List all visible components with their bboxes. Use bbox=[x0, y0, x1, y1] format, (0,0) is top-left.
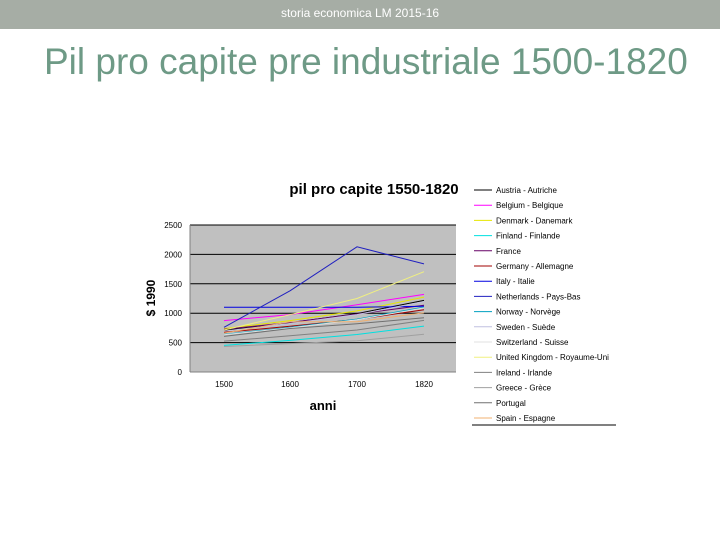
slide-title: Pil pro capite pre industriale 1500-1820 bbox=[44, 41, 688, 82]
series-line bbox=[223, 293, 425, 322]
y-tick-label: 0 bbox=[178, 368, 183, 377]
legend-entry: Switzerland - Suisse bbox=[496, 338, 569, 347]
series-line bbox=[223, 319, 425, 342]
legend-entry: Austria - Autriche bbox=[496, 186, 557, 195]
chart-title: pil pro capite 1550-1820 bbox=[289, 181, 458, 198]
header-text: storia economica LM 2015-16 bbox=[280, 6, 440, 20]
header-bar: storia economica LM 2015-16 bbox=[0, 0, 720, 29]
series-line bbox=[223, 246, 425, 328]
series-line bbox=[223, 317, 425, 337]
legend-entry: Belgium - Belgique bbox=[496, 201, 564, 210]
y-tick-label: 1500 bbox=[164, 280, 182, 289]
legend-entry: Germany - Allemagne bbox=[496, 262, 574, 271]
y-axis-label: $ 1990 bbox=[144, 279, 158, 316]
series-line bbox=[223, 304, 425, 330]
legend-entry: Netherlands - Pays-Bas bbox=[496, 292, 580, 301]
legend-entry: Ireland - Irlande bbox=[496, 368, 553, 377]
series-line bbox=[223, 296, 425, 330]
y-tick-label: 2000 bbox=[164, 250, 182, 259]
x-axis-label: anni bbox=[310, 398, 337, 413]
legend-entry: Greece - Grèce bbox=[496, 384, 552, 393]
series-line bbox=[223, 333, 425, 347]
series-line bbox=[223, 271, 425, 331]
x-tick-label: 1500 bbox=[215, 380, 233, 389]
legend-entry: United Kingdom - Royaume-Uni bbox=[496, 353, 609, 362]
series-line bbox=[223, 312, 425, 334]
series-line bbox=[224, 305, 425, 308]
series-line bbox=[223, 325, 425, 346]
legend-entry: Sweden - Suède bbox=[496, 323, 556, 332]
y-tick-label: 500 bbox=[169, 339, 183, 348]
x-tick-label: 1700 bbox=[348, 380, 366, 389]
legend-entry: Norway - Norvège bbox=[496, 308, 561, 317]
legend-entry: Portugal bbox=[496, 399, 526, 408]
x-tick-label: 1600 bbox=[281, 380, 299, 389]
legend: Austria - Autriche Belgium - Belgique Denm… bbox=[472, 186, 616, 426]
legend-entry: Denmark - Danemark bbox=[496, 216, 573, 225]
plot-background bbox=[190, 225, 456, 372]
x-tick-label: 1820 bbox=[415, 380, 433, 389]
plot-area: 0 500 1000 1500 2000 2500 1500 1600 1700 1820 bbox=[164, 221, 456, 389]
y-tick-label: 1000 bbox=[164, 309, 182, 318]
legend-entry: France bbox=[496, 247, 521, 256]
legend-entry: Italy - Italie bbox=[496, 277, 535, 286]
y-tick-label: 2500 bbox=[164, 221, 182, 230]
legend-entry: Finland - Finlande bbox=[496, 232, 561, 241]
series-line bbox=[223, 307, 425, 336]
legend-entry: Spain - Espagne bbox=[496, 414, 556, 423]
